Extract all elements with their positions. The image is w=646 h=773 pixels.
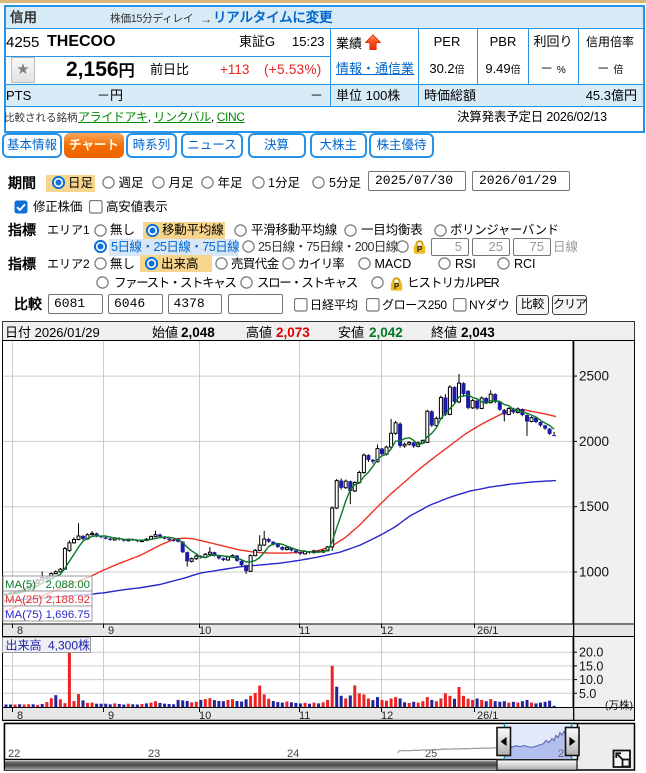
- svg-text:2,088.00: 2,088.00: [46, 579, 90, 591]
- svg-text:4,300株: 4,300株: [48, 638, 90, 653]
- svg-text:出来高: 出来高: [6, 638, 42, 653]
- svg-text:1000: 1000: [579, 565, 609, 580]
- svg-text:MA(75): MA(75): [5, 609, 43, 621]
- svg-text:1,696.75: 1,696.75: [46, 609, 90, 621]
- svg-text:8: 8: [17, 710, 23, 721]
- svg-text:15.0: 15.0: [579, 659, 603, 673]
- svg-text:12: 12: [381, 625, 393, 637]
- svg-text:10.0: 10.0: [579, 673, 603, 687]
- svg-text:10: 10: [199, 710, 211, 721]
- svg-text:8: 8: [17, 625, 23, 637]
- svg-text:1500: 1500: [579, 499, 609, 514]
- svg-text:MA(25): MA(25): [5, 594, 43, 606]
- svg-text:MA(5): MA(5): [5, 579, 36, 591]
- svg-text:22: 22: [8, 748, 20, 760]
- svg-text:5.0: 5.0: [579, 687, 596, 701]
- svg-text:9: 9: [108, 625, 114, 637]
- svg-text:20.0: 20.0: [579, 646, 603, 660]
- svg-text:2,188.92: 2,188.92: [46, 594, 90, 606]
- svg-text:25: 25: [425, 748, 437, 760]
- svg-text:2: 2: [558, 748, 564, 760]
- svg-text:9: 9: [108, 710, 114, 721]
- svg-text:2500: 2500: [579, 369, 609, 384]
- svg-text:12: 12: [381, 710, 393, 721]
- svg-text:2000: 2000: [579, 434, 609, 449]
- svg-text:10: 10: [199, 625, 211, 637]
- svg-text:26/1: 26/1: [477, 625, 498, 637]
- svg-text:11: 11: [299, 710, 310, 721]
- svg-text:(万株): (万株): [605, 699, 633, 712]
- svg-text:26/1: 26/1: [477, 710, 498, 721]
- svg-text:11: 11: [299, 625, 310, 637]
- svg-text:P: P: [417, 245, 423, 254]
- svg-text:23: 23: [148, 748, 160, 760]
- svg-text:P: P: [394, 282, 400, 291]
- svg-text:24: 24: [287, 748, 299, 760]
